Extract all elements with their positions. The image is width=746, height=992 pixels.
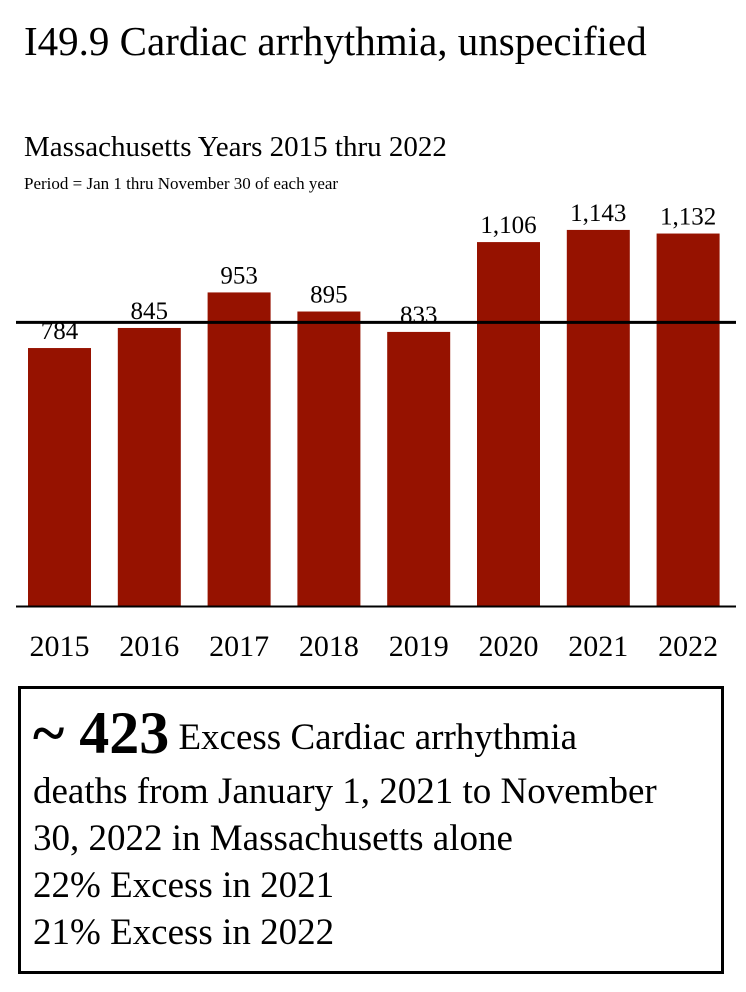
- chart-subtitle: Massachusetts Years 2015 thru 2022: [24, 131, 447, 163]
- value-label-2018: 895: [310, 282, 348, 309]
- value-label-2022: 1,132: [660, 204, 716, 231]
- bar-2015: [28, 348, 91, 606]
- excess-count: ~ 423: [33, 700, 170, 766]
- x-tick-label-2020: 2020: [479, 630, 539, 663]
- x-tick-label-2022: 2022: [658, 630, 718, 663]
- value-label-2017: 953: [220, 262, 258, 289]
- summary-line-2: deaths from January 1, 2021 to November: [33, 771, 657, 812]
- summary-line-3: 30, 2022 in Massachusetts alone: [33, 818, 513, 859]
- period-note: Period = Jan 1 thru November 30 of each …: [24, 174, 339, 193]
- bar-chart: 784201584520169532017895201883320191,106…: [16, 200, 736, 663]
- summary-line-1-text: Excess Cardiac arrhythmia: [169, 717, 578, 758]
- summary-box: ~ 423 Excess Cardiac arrhythmia deaths f…: [18, 686, 724, 974]
- value-label-2021: 1,143: [570, 200, 626, 227]
- bar-2016: [117, 327, 181, 606]
- bar-2017: [207, 292, 271, 606]
- bar-2018: [297, 311, 361, 606]
- x-tick-label-2019: 2019: [389, 630, 449, 663]
- x-tick-label-2016: 2016: [119, 630, 179, 663]
- value-label-2019: 833: [400, 302, 438, 329]
- bar-2020: [477, 242, 540, 606]
- bar-2022: [656, 233, 720, 606]
- chart-title: I49.9 Cardiac arrhythmia, unspecified: [24, 18, 647, 64]
- bar-2021: [566, 229, 630, 606]
- x-tick-label-2017: 2017: [209, 630, 269, 663]
- x-tick-label-2015: 2015: [30, 630, 90, 663]
- bar-2019: [387, 331, 451, 606]
- summary-line-1: ~ 423 Excess Cardiac arrhythmia: [33, 703, 721, 768]
- value-label-2020: 1,106: [480, 212, 536, 239]
- x-tick-label-2021: 2021: [568, 630, 628, 663]
- summary-excess-2021: 22% Excess in 2021: [33, 865, 335, 906]
- x-tick-label-2018: 2018: [299, 630, 359, 663]
- value-label-2016: 845: [131, 298, 169, 325]
- summary-excess-2022: 21% Excess in 2022: [33, 912, 335, 953]
